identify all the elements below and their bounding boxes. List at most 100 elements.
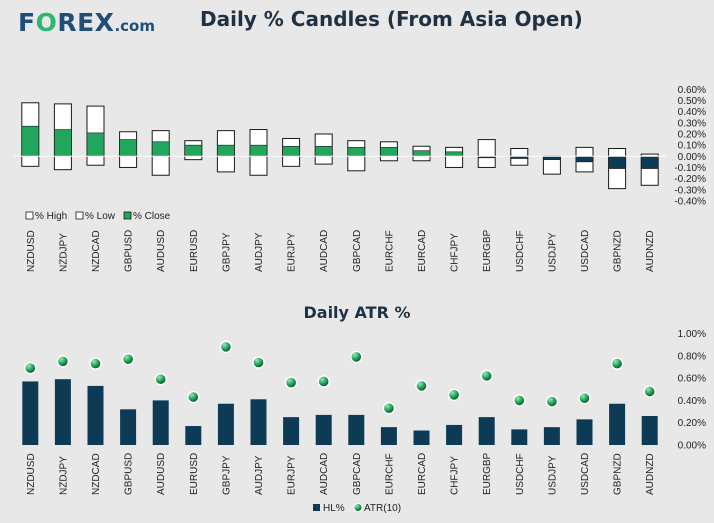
atr-dot-gbpcad bbox=[350, 350, 363, 364]
candle-y-tick: -0.40% bbox=[674, 196, 706, 207]
candle-category-label: NZDJPY bbox=[58, 233, 69, 272]
candles-chart-title: Daily % Candles (From Asia Open) bbox=[200, 7, 583, 31]
candle-category-label: EURGBP bbox=[482, 229, 493, 272]
atr-category-label: NZDCAD bbox=[91, 453, 102, 495]
candle-close-audusd bbox=[151, 141, 170, 157]
atr-category-label: USDCHF bbox=[515, 453, 526, 495]
candle-close-usdjpy bbox=[543, 156, 561, 160]
candle-category-label: AUDCAD bbox=[319, 230, 330, 272]
candle-close-chfjpy bbox=[445, 151, 463, 157]
atr-dot-gbpnzd bbox=[610, 357, 624, 370]
atr-hl-bar-gbpjpy bbox=[217, 403, 234, 445]
atr-hl-bar-audcad bbox=[315, 414, 332, 445]
atr-category-label: NZDUSD bbox=[26, 453, 37, 495]
atr-hl-bar-eurusd bbox=[185, 426, 202, 445]
candle-close-usdcad bbox=[575, 156, 594, 163]
candle-close-gbpjpy bbox=[217, 144, 235, 157]
candle-close-eurusd bbox=[184, 144, 203, 157]
forex-logo[interactable]: FOREX.com bbox=[18, 8, 155, 37]
candle-category-label: EURUSD bbox=[189, 230, 200, 272]
atr-hl-bar-gbpnzd bbox=[609, 403, 626, 445]
candle-legend-label: % Close bbox=[133, 211, 171, 222]
candle-close-audnzd bbox=[640, 156, 659, 169]
atr-hl-bar-eurcad bbox=[413, 430, 430, 445]
atr-category-label: AUDUSD bbox=[156, 453, 167, 495]
atr-dot-chfjpy bbox=[447, 388, 461, 402]
candle-y-tick: 0.20% bbox=[678, 130, 706, 141]
atr-category-label: NZDJPY bbox=[58, 456, 69, 495]
atr-dot-nzdcad bbox=[89, 357, 102, 370]
atr-y-tick: 0.40% bbox=[678, 396, 706, 407]
candle-category-label: GBPJPY bbox=[221, 232, 232, 272]
atr-category-label: AUDJPY bbox=[254, 455, 265, 495]
atr-y-tick: 0.60% bbox=[678, 374, 706, 385]
atr-hl-bar-usdjpy bbox=[543, 427, 560, 445]
candle-category-label: AUDJPY bbox=[254, 232, 265, 272]
atr-hl-bar-eurjpy bbox=[283, 417, 300, 445]
candle-category-label: NZDUSD bbox=[26, 230, 37, 272]
atr-hl-bar-nzdcad bbox=[87, 385, 104, 445]
atr-category-label: EURUSD bbox=[189, 453, 200, 495]
atr-hl-bar-eurgbp bbox=[478, 417, 495, 445]
atr-legend-label-hl: HL% bbox=[323, 503, 345, 514]
atr-y-tick: 0.00% bbox=[678, 441, 706, 452]
atr-dot-eurgbp bbox=[480, 369, 493, 383]
atr-dot-gbpusd bbox=[121, 352, 135, 366]
candle-category-label: AUDUSD bbox=[156, 230, 167, 272]
atr-category-label: GBPJPY bbox=[221, 455, 232, 495]
atr-category-label: AUDNZD bbox=[645, 453, 656, 495]
candle-close-eurchf bbox=[380, 147, 398, 157]
candle-category-label: NZDCAD bbox=[91, 230, 102, 272]
atr-legend-swatch-hl bbox=[313, 504, 320, 511]
atr-legend-label-atr: ATR(10) bbox=[364, 503, 401, 514]
candle-y-tick: -0.20% bbox=[674, 174, 706, 185]
atr-hl-bar-chfjpy bbox=[446, 424, 463, 445]
candle-y-tick: 0.50% bbox=[678, 96, 706, 107]
candle-close-gbpusd bbox=[119, 139, 137, 157]
candle-category-label: EURCHF bbox=[384, 230, 395, 272]
atr-dot-audusd bbox=[154, 373, 167, 386]
candle-y-tick: 0.00% bbox=[678, 152, 706, 163]
atr-dot-eurchf bbox=[382, 402, 396, 415]
atr-hl-bar-audjpy bbox=[250, 399, 267, 445]
candle-category-label: GBPUSD bbox=[124, 230, 135, 272]
atr-category-label: EURGBP bbox=[482, 452, 493, 495]
atr-hl-bar-gbpcad bbox=[348, 414, 365, 445]
candle-close-nzdusd bbox=[21, 125, 40, 157]
atr-dot-usdchf bbox=[513, 394, 526, 407]
atr-dot-audjpy bbox=[252, 356, 265, 369]
atr-hl-bar-eurchf bbox=[380, 427, 397, 445]
candle-close-gbpcad bbox=[347, 147, 366, 157]
atr-dot-nzdjpy bbox=[56, 355, 70, 368]
candle-close-eurcad bbox=[412, 150, 431, 157]
candle-y-tick: -0.30% bbox=[674, 185, 706, 196]
candle-legend-swatch bbox=[123, 211, 132, 220]
candle-legend-swatch bbox=[25, 211, 34, 220]
candle-y-tick: 0.30% bbox=[678, 118, 706, 129]
candle-category-label: GBPNZD bbox=[613, 230, 624, 272]
candle-category-label: AUDNZD bbox=[645, 230, 656, 272]
logo-suffix: .com bbox=[114, 17, 155, 35]
atr-y-tick: 0.20% bbox=[678, 418, 706, 429]
atr-category-label: EURJPY bbox=[287, 455, 298, 495]
atr-category-label: GBPNZD bbox=[613, 453, 624, 495]
atr-hl-bar-usdchf bbox=[511, 429, 528, 445]
atr-dot-audcad bbox=[317, 375, 330, 388]
atr-dot-eurusd bbox=[187, 390, 200, 404]
atr-y-tick: 0.80% bbox=[678, 351, 706, 362]
atr-dot-audnzd bbox=[643, 385, 656, 398]
atr-category-label: CHFJPY bbox=[450, 456, 461, 495]
candle-range-eurgbp bbox=[477, 139, 496, 168]
atr-hl-bar-audnzd bbox=[641, 416, 658, 445]
candle-category-label: USDCAD bbox=[580, 230, 591, 272]
atr-legend-swatch-atr bbox=[353, 503, 363, 512]
candle-close-audjpy bbox=[249, 144, 268, 157]
candle-legend-label: % Low bbox=[85, 211, 116, 222]
atr-hl-bar-gbpusd bbox=[120, 409, 137, 445]
atr-hl-bar-nzdusd bbox=[22, 381, 39, 445]
atr-dot-eurjpy bbox=[284, 376, 298, 389]
candle-range-chfjpy bbox=[445, 146, 464, 168]
candle-close-nzdcad bbox=[86, 132, 105, 157]
